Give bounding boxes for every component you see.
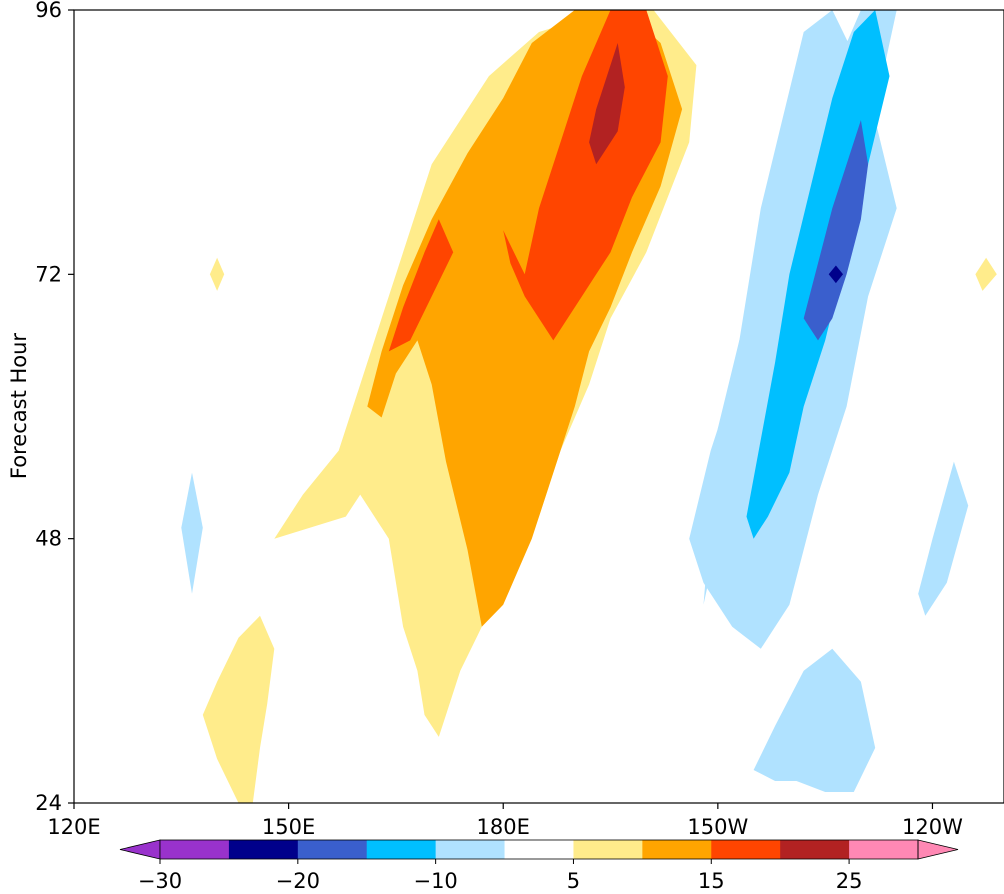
colorbar-tick-label: 5 xyxy=(567,869,580,893)
y-tick-label: 24 xyxy=(35,791,62,815)
negative-region-11 xyxy=(753,648,876,792)
y-axis: 24 48 72 96 xyxy=(35,0,74,815)
colorbar-tick-label: −30 xyxy=(138,869,182,893)
positive-region-3 xyxy=(503,10,668,341)
negative-region-15 xyxy=(918,461,969,616)
colorbar-band xyxy=(160,840,230,859)
x-axis: 120E 150E 180E 150W 120W xyxy=(47,803,963,839)
colorbar-band xyxy=(366,840,437,859)
colorbar-tick-label: 15 xyxy=(698,869,725,893)
negative-region-9 xyxy=(828,265,843,284)
colorbar-extend-max xyxy=(917,839,959,860)
positive-region-10 xyxy=(202,615,275,803)
colorbar-band xyxy=(780,840,850,859)
x-tick-label: 120W xyxy=(902,815,963,839)
colorbar-band xyxy=(849,840,919,859)
colorbar: −30 −20 −10 5 15 25 xyxy=(119,839,959,893)
colorbar-band xyxy=(435,840,505,859)
x-tick-label: 180E xyxy=(477,815,530,839)
colorbar-outline xyxy=(159,839,919,860)
x-tick-label: 120E xyxy=(47,815,100,839)
positive-region-12 xyxy=(209,257,225,291)
colorbar-band xyxy=(504,840,574,859)
colorbar-tick-label: 25 xyxy=(836,869,863,893)
colorbar-tick-label: −20 xyxy=(276,869,320,893)
x-tick-label: 150W xyxy=(687,815,748,839)
positive-region-13 xyxy=(975,257,997,291)
plot-frame xyxy=(73,9,1004,804)
positive-region-2 xyxy=(388,219,454,352)
colorbar-band xyxy=(642,840,712,859)
colorbar-band xyxy=(573,840,643,859)
contour-fill-layer xyxy=(181,10,997,803)
negative-region-14 xyxy=(181,472,203,594)
colorbar-band xyxy=(297,840,368,859)
y-tick-label: 96 xyxy=(35,0,62,22)
negative-region-8 xyxy=(803,120,869,341)
positive-region-4 xyxy=(589,43,625,165)
colorbar-tick-label: −10 xyxy=(413,869,457,893)
y-tick-label: 48 xyxy=(35,527,62,551)
y-tick-label: 72 xyxy=(35,262,62,286)
colorbar-band xyxy=(711,840,781,859)
colorbar-band xyxy=(228,840,299,859)
y-axis-label: Forecast Hour xyxy=(7,333,31,479)
colorbar-extend-min xyxy=(119,839,161,860)
x-tick-label: 150E xyxy=(262,815,315,839)
